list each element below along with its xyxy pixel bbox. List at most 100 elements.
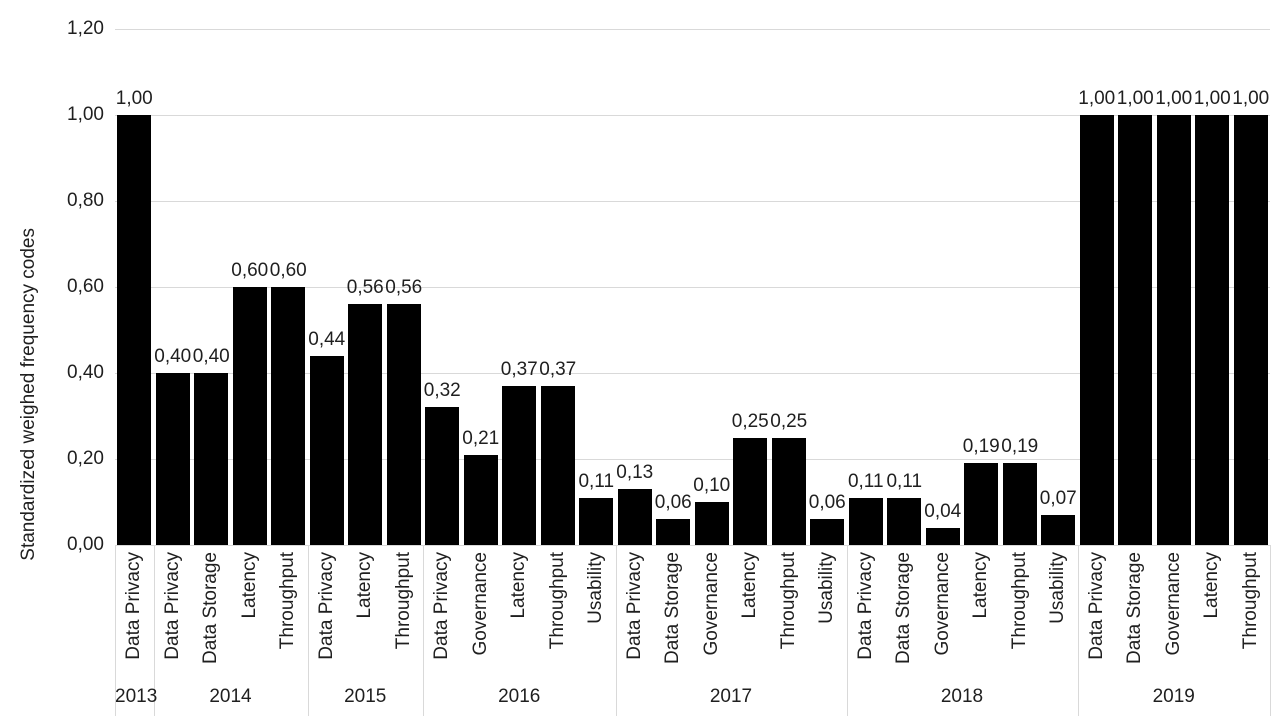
category-label: Latency [354, 552, 376, 619]
bar-2017-data-storage [656, 519, 691, 545]
category-label: Data Privacy [1085, 552, 1107, 660]
bar-value-label: 0,11 [578, 470, 615, 492]
bar-2018-latency [964, 463, 999, 545]
y-axis-tick-label: 1,00 [67, 104, 104, 125]
bar-value-label: 0,37 [539, 358, 577, 380]
category-label: Usability [816, 552, 838, 624]
bar-value-label: 0,13 [616, 462, 654, 484]
category-label: Throughput [1239, 552, 1261, 650]
bar-value-label: 0,37 [500, 358, 538, 380]
category-label: Governance [1162, 552, 1184, 656]
bar-value-label: 0,06 [808, 492, 846, 514]
bar-2015-throughput [386, 304, 421, 545]
category-label: Throughput [546, 552, 568, 650]
year-group-separator [1077, 545, 1079, 716]
bar-2018-data-privacy [848, 497, 883, 545]
bar-2017-throughput [771, 437, 806, 545]
year-label: 2018 [940, 686, 984, 707]
bar-2019-latency [1195, 115, 1230, 545]
bar-value-label: 0,44 [308, 328, 346, 350]
bar-value-label: 0,04 [924, 500, 962, 522]
gridline [115, 29, 1270, 30]
year-label: 2013 [115, 686, 158, 707]
category-label: Data Storage [200, 552, 222, 664]
category-label: Usability [585, 552, 607, 624]
year-group-separator [423, 545, 424, 716]
bar-value-label: 1,00 [1078, 88, 1116, 109]
category-label: Data Privacy [854, 552, 876, 660]
category-label: Data Storage [1124, 552, 1146, 664]
category-label: Latency [1201, 552, 1223, 619]
bar-2018-usability [1041, 514, 1076, 545]
year-group-separator [1270, 545, 1271, 716]
bar-2018-throughput [1002, 463, 1037, 545]
y-axis-tick-label: 1,20 [67, 18, 104, 39]
category-label: Throughput [277, 552, 299, 650]
bar-value-label: 0,19 [1001, 436, 1039, 458]
category-label: Data Privacy [623, 552, 645, 660]
bar-value-label: 0,25 [770, 410, 808, 432]
category-label: Throughput [777, 552, 799, 650]
bar-2019-data-privacy [1079, 115, 1114, 545]
bar-2017-usability [810, 519, 845, 545]
category-label: Usability [1047, 552, 1069, 624]
gridline [115, 115, 1270, 116]
gridline [115, 373, 1270, 374]
bar-value-label: 0,11 [847, 470, 884, 492]
y-axis-tick-label: 0,40 [67, 362, 104, 383]
axis-left-line [115, 545, 116, 716]
bar-value-label: 0,21 [462, 427, 500, 449]
bar-value-label: 0,19 [962, 436, 1000, 458]
bar-2014-data-storage [194, 373, 229, 545]
category-label: Governance [700, 552, 722, 656]
category-label: Throughput [1008, 552, 1030, 650]
bar-value-label: 0,06 [654, 492, 692, 514]
bar-value-label: 0,40 [154, 346, 192, 367]
gridline [115, 287, 1270, 288]
category-label: Data Privacy [161, 552, 183, 660]
bar-value-label: 0,07 [1039, 487, 1077, 509]
bar-2016-latency [502, 385, 537, 545]
bar-value-label: 0,40 [192, 346, 230, 367]
year-label: 2017 [709, 686, 753, 707]
category-label: Latency [970, 552, 992, 619]
category-label: Governance [469, 552, 491, 656]
bar-value-label: 0,56 [346, 277, 384, 299]
bar-value-label: 1,00 [1116, 88, 1154, 109]
bar-2016-governance [463, 454, 498, 545]
year-label: 2019 [1152, 686, 1195, 707]
bar-2017-data-privacy [617, 489, 652, 545]
bar-2018-governance [925, 527, 960, 545]
y-axis-tick-label: 0,20 [67, 448, 104, 469]
category-label: Data Storage [893, 552, 915, 664]
bar-value-label: 0,11 [886, 470, 923, 492]
bar-2016-usability [579, 497, 614, 545]
bar-value-label: 0,32 [423, 380, 461, 402]
y-axis-tick-label: 0,00 [67, 534, 104, 555]
year-label: 2016 [498, 686, 541, 707]
gridline [115, 201, 1270, 202]
bar-2018-data-storage [887, 497, 922, 545]
category-label: Latency [238, 552, 260, 619]
bar-value-label: 1,00 [1193, 88, 1231, 109]
bar-2014-data-privacy [155, 373, 190, 545]
bar-value-label: 0,60 [231, 260, 269, 281]
year-label: 2014 [209, 686, 252, 707]
year-group-separator [307, 545, 309, 716]
year-group-separator [153, 545, 155, 716]
bar-2016-data-privacy [425, 407, 460, 545]
bar-value-label: 1,00 [1155, 88, 1193, 109]
bar-2016-throughput [540, 385, 575, 545]
bar-value-label: 1,00 [115, 88, 153, 109]
gridline [115, 545, 1270, 546]
bar-value-label: 0,60 [269, 260, 307, 281]
bar-2019-throughput [1233, 115, 1268, 545]
bar-2013-data-privacy [117, 115, 152, 545]
bar-value-label: 0,25 [731, 410, 769, 432]
category-label: Data Privacy [123, 552, 145, 660]
year-label: 2015 [344, 686, 387, 707]
bar-2019-data-storage [1118, 115, 1153, 545]
bar-value-label: 1,00 [1232, 88, 1270, 109]
year-group-separator [615, 545, 617, 716]
